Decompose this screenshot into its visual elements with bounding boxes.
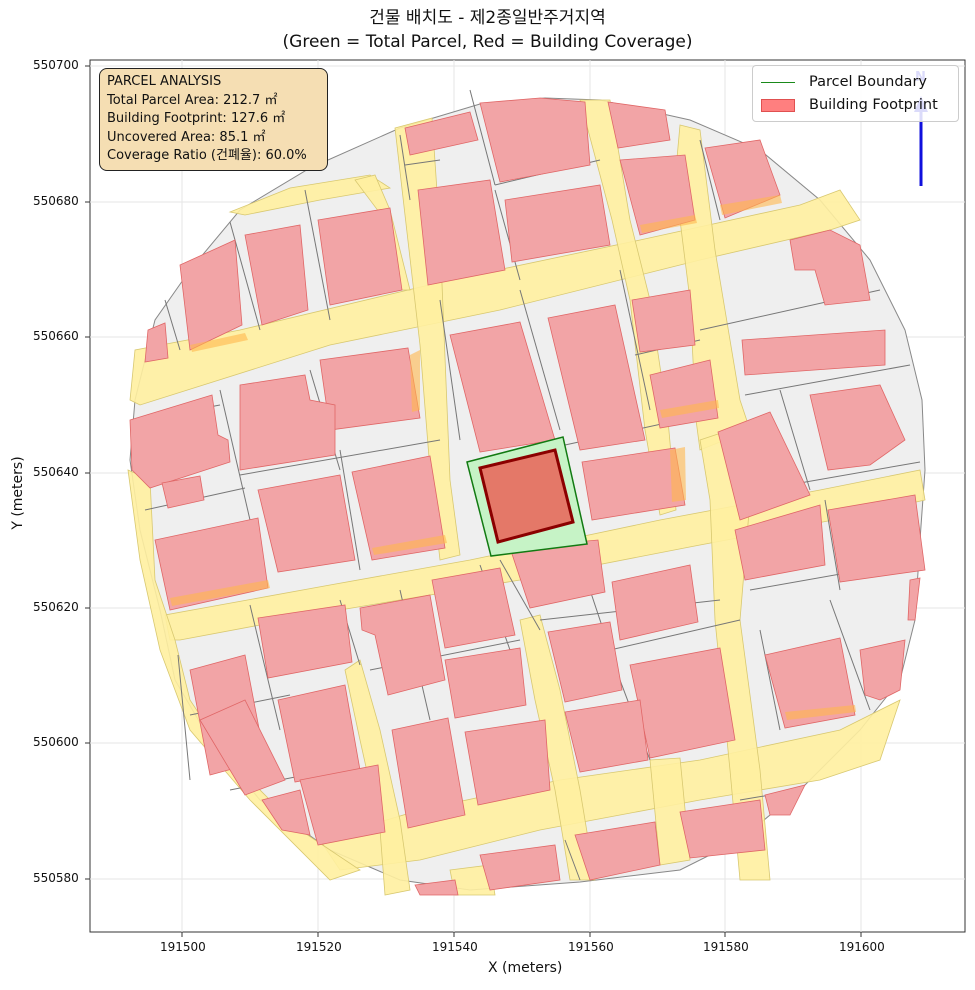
legend-item-parcel: Parcel Boundary xyxy=(761,72,927,92)
y-tick-label: 550640 xyxy=(33,465,79,479)
building xyxy=(351,455,446,561)
x-tick-label: 191560 xyxy=(568,940,614,954)
building xyxy=(547,304,646,451)
building xyxy=(859,639,906,701)
parcel-line-swatch xyxy=(761,81,795,83)
building xyxy=(741,329,886,376)
building xyxy=(611,564,699,641)
building xyxy=(299,764,386,846)
info-heading: PARCEL ANALYSIS xyxy=(107,74,222,89)
building xyxy=(717,411,811,521)
y-tick-label: 550660 xyxy=(33,329,79,343)
building xyxy=(257,604,353,679)
building xyxy=(607,101,671,149)
y-tick-label: 550700 xyxy=(33,58,79,72)
info-total-area: Total Parcel Area: 212.7 ㎡ xyxy=(107,92,278,108)
building xyxy=(464,719,551,806)
y-tick-label: 550580 xyxy=(33,871,79,885)
building xyxy=(359,594,446,696)
building xyxy=(244,224,309,326)
legend-item-building: Building Footprint xyxy=(761,95,938,115)
building xyxy=(907,577,921,621)
title-line-2: (Green = Total Parcel, Red = Building Co… xyxy=(282,32,693,52)
building xyxy=(631,289,696,353)
building xyxy=(257,474,356,573)
building xyxy=(574,821,661,881)
building xyxy=(144,322,169,363)
legend-label-building: Building Footprint xyxy=(809,97,938,113)
building xyxy=(161,475,205,509)
building xyxy=(431,567,516,649)
building xyxy=(809,384,906,471)
building xyxy=(479,844,561,891)
building xyxy=(417,179,506,286)
x-tick-label: 191520 xyxy=(296,940,342,954)
title-line-1: 건물 배치도 - 제2종일반주거지역 xyxy=(369,8,606,28)
building xyxy=(547,621,623,703)
legend: Parcel Boundary Building Footprint xyxy=(752,65,959,122)
building xyxy=(564,699,649,773)
building xyxy=(504,184,611,263)
building xyxy=(789,229,871,306)
building xyxy=(444,647,527,719)
parcel-analysis-box: PARCEL ANALYSIS Total Parcel Area: 212.7… xyxy=(99,68,328,171)
building xyxy=(764,637,856,729)
building xyxy=(734,504,826,581)
x-tick-label: 191600 xyxy=(839,940,885,954)
building xyxy=(764,784,806,816)
y-axis-label: Y (meters) xyxy=(10,456,26,530)
info-uncovered: Uncovered Area: 85.1 ㎡ xyxy=(107,129,266,145)
building xyxy=(679,799,766,859)
building xyxy=(239,374,336,471)
info-footprint: Building Footprint: 127.6 ㎡ xyxy=(107,111,286,126)
building xyxy=(261,789,311,836)
building xyxy=(129,394,231,489)
axis-tick-marks xyxy=(85,65,862,937)
map-title: 건물 배치도 - 제2종일반주거지역 (Green = Total Parcel… xyxy=(0,6,975,54)
y-tick-label: 550620 xyxy=(33,600,79,614)
building xyxy=(404,111,479,156)
building-road-overlaps xyxy=(170,195,856,720)
legend-label-parcel: Parcel Boundary xyxy=(809,74,927,90)
x-axis-label: X (meters) xyxy=(488,960,563,976)
y-tick-label: 550600 xyxy=(33,735,79,749)
building xyxy=(199,699,286,796)
info-coverage-ratio: Coverage Ratio (건폐율): 60.0% xyxy=(107,148,307,163)
building xyxy=(414,879,459,896)
building xyxy=(317,207,403,306)
building xyxy=(391,717,466,829)
building xyxy=(479,97,591,183)
building xyxy=(179,239,243,351)
building-fill-swatch xyxy=(761,98,795,112)
building xyxy=(581,447,686,521)
target-building-footprint xyxy=(478,448,575,544)
x-tick-label: 191500 xyxy=(160,940,206,954)
x-tick-label: 191580 xyxy=(703,940,749,954)
x-tick-label: 191540 xyxy=(432,940,478,954)
y-tick-label: 550680 xyxy=(33,194,79,208)
building xyxy=(827,494,926,583)
